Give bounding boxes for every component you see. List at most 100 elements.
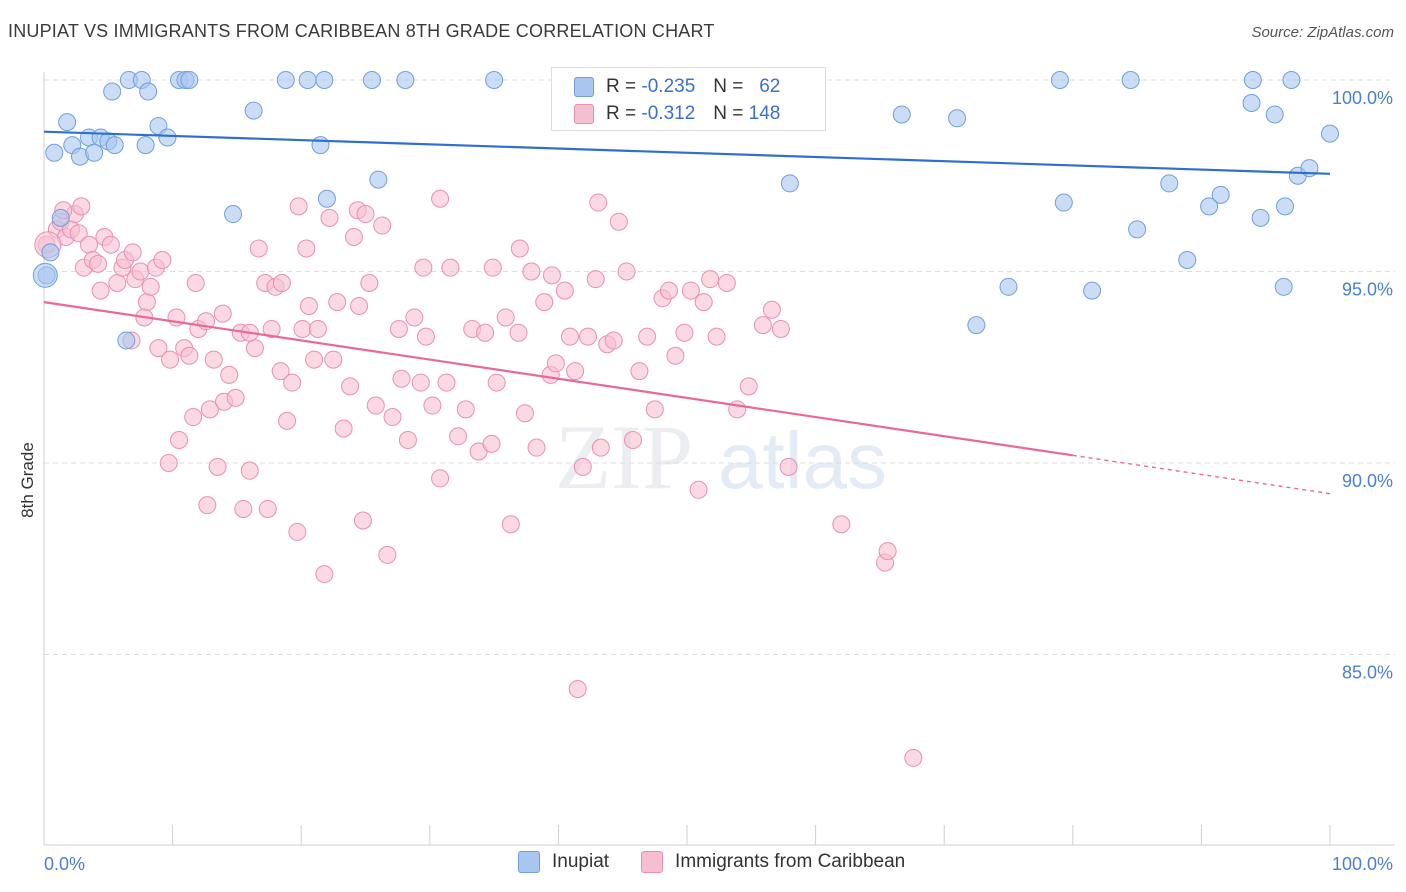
chart-title: INUPIAT VS IMMIGRANTS FROM CARIBBEAN 8TH… <box>8 21 715 41</box>
caribbean-point-75 <box>449 427 468 446</box>
caribbean-point-46 <box>271 362 290 381</box>
legend-n-label-2: N = <box>713 103 744 124</box>
caribbean-point-100 <box>609 212 628 231</box>
watermark-atlas: atlas <box>718 416 887 505</box>
caribbean-point-94 <box>573 457 592 476</box>
gridlines <box>44 79 1395 655</box>
inupiat-point-37 <box>780 174 799 193</box>
caribbean-points <box>34 189 923 767</box>
caribbean-point-47 <box>278 411 297 430</box>
caribbean-point-56 <box>328 293 347 312</box>
caribbean-point-143 <box>589 193 608 212</box>
caribbean-point-57 <box>334 419 353 438</box>
caribbean-point-109 <box>675 323 694 342</box>
caribbean-point-61 <box>360 273 379 292</box>
caribbean-point-134 <box>414 258 433 277</box>
inupiat-point-10 <box>103 82 122 101</box>
inupiat-point-20 <box>117 331 136 350</box>
caribbean-point-79 <box>476 323 495 342</box>
caribbean-point-144 <box>159 454 178 472</box>
caribbean-point-115 <box>717 273 736 292</box>
legend-r-label-2: R = <box>606 103 637 124</box>
inupiat-point-53 <box>1251 208 1270 227</box>
inupiat-point-2 <box>58 113 77 132</box>
caribbean-point-90 <box>546 354 565 373</box>
caribbean-point-139 <box>431 189 450 208</box>
caribbean-point-114 <box>707 327 726 346</box>
legend-swatch-inupiat <box>574 77 594 97</box>
caribbean-point-76 <box>456 400 475 419</box>
caribbean-point-49 <box>288 522 307 541</box>
inupiat-point-41 <box>999 277 1018 296</box>
caribbean-point-81 <box>487 373 506 392</box>
inupiat-point-48 <box>1178 251 1197 270</box>
caribbean-point-146 <box>258 499 277 518</box>
inupiat-point-52 <box>1243 71 1262 89</box>
inupiat-point-6 <box>85 143 104 162</box>
caribbean-point-95 <box>578 327 597 346</box>
legend-row-caribbean: R = -0.312 N = 148 <box>574 102 780 126</box>
caribbean-point-126 <box>568 679 587 698</box>
caribbean-point-12 <box>101 235 120 254</box>
caribbean-point-102 <box>623 431 642 450</box>
caribbean-point-138 <box>344 228 363 247</box>
caribbean-point-140 <box>483 258 502 277</box>
caribbean-point-80 <box>482 434 501 453</box>
caribbean-point-42 <box>249 239 268 258</box>
caribbean-point-127 <box>289 197 308 216</box>
series-legend: Inupiat Immigrants from Caribbean <box>518 851 937 873</box>
caribbean-point-135 <box>272 273 291 292</box>
caribbean-point-24 <box>149 339 168 358</box>
inupiat-point-30 <box>369 170 388 189</box>
caribbean-point-53 <box>308 319 327 338</box>
inupiat-point-19 <box>180 71 199 89</box>
trend-lines <box>43 130 1331 495</box>
inupiat-point-large <box>32 262 58 288</box>
caribbean-point-82 <box>496 308 515 327</box>
inupiat-trend-line <box>43 130 1331 175</box>
caribbean-point-55 <box>324 350 343 369</box>
caribbean-point-38 <box>226 388 245 407</box>
legend-label-caribbean: Immigrants from Caribbean <box>675 851 906 872</box>
caribbean-point-141 <box>510 239 529 258</box>
caribbean-point-124 <box>878 542 897 561</box>
caribbean-point-27 <box>170 431 189 450</box>
caribbean-point-58 <box>341 377 360 396</box>
caribbean-point-60 <box>353 511 372 530</box>
caribbean-point-151 <box>350 296 369 315</box>
legend-n-value-2: 148 <box>748 103 781 124</box>
caribbean-point-129 <box>186 273 205 292</box>
inupiat-point-29 <box>362 71 381 89</box>
caribbean-point-92 <box>560 327 579 346</box>
caribbean-point-118 <box>753 316 772 335</box>
caribbean-point-22 <box>153 251 172 270</box>
y-tick-label-3: 85.0% <box>1342 663 1393 683</box>
caribbean-point-25 <box>161 350 180 369</box>
caribbean-point-33 <box>200 400 219 419</box>
caribbean-point-20 <box>141 277 160 296</box>
legend-n-value-1: 62 <box>759 76 781 97</box>
inupiat-point-16 <box>158 128 177 147</box>
caribbean-point-88 <box>535 293 554 312</box>
watermark-zip: ZIP <box>555 406 693 508</box>
caribbean-point-34 <box>204 350 223 369</box>
inupiat-point-26 <box>315 71 334 89</box>
caribbean-point-29 <box>180 346 199 365</box>
caribbean-point-62 <box>366 396 385 415</box>
inupiat-point-61 <box>41 243 60 262</box>
caribbean-point-101 <box>617 262 636 281</box>
y-tick-label-0: 100.0% <box>1332 88 1393 108</box>
inupiat-point-39 <box>948 109 967 128</box>
inupiat-point-60 <box>1321 124 1339 143</box>
correlation-legend: R = -0.235 N = 62 R = -0.312 N = 148 <box>551 67 826 131</box>
caribbean-point-84 <box>509 323 528 342</box>
inupiat-point-1 <box>45 143 64 162</box>
caribbean-point-63 <box>373 216 392 235</box>
inupiat-point-9 <box>105 136 124 155</box>
caribbean-point-136 <box>234 499 253 518</box>
caribbean-point-112 <box>694 293 713 312</box>
caribbean-point-97 <box>591 438 610 457</box>
caribbean-point-65 <box>383 408 402 427</box>
axes <box>43 72 1395 846</box>
inupiat-point-46 <box>1128 220 1147 239</box>
